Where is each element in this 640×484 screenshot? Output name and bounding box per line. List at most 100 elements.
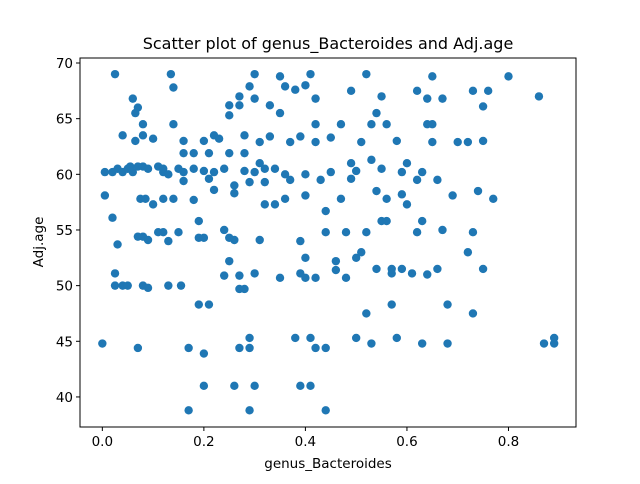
point (362, 309, 371, 318)
point (417, 339, 427, 348)
point (270, 200, 280, 209)
point (443, 300, 452, 309)
point (549, 339, 559, 348)
point (351, 166, 361, 176)
point (255, 158, 264, 168)
point (311, 137, 320, 147)
point (235, 101, 244, 110)
x-tick-label: 0.8 (498, 434, 519, 450)
point (199, 381, 209, 391)
chart-title: Scatter plot of genus_Bacteroides and Ad… (143, 34, 514, 54)
point (306, 69, 315, 79)
point (255, 235, 264, 245)
point (164, 236, 173, 246)
point (311, 94, 320, 103)
point (280, 82, 290, 91)
point (483, 86, 493, 96)
point (159, 194, 168, 204)
point (225, 111, 234, 120)
point (534, 92, 544, 101)
point (265, 132, 275, 141)
point (478, 102, 488, 111)
point (321, 206, 330, 216)
y-tick-label: 70 (56, 56, 73, 72)
point (148, 134, 158, 143)
point (199, 136, 209, 146)
point (372, 108, 381, 118)
point (143, 164, 153, 173)
x-axis-label: genus_Bacteroides (264, 456, 392, 472)
point (423, 120, 432, 129)
point (539, 339, 549, 348)
point (397, 190, 407, 199)
point (199, 166, 209, 176)
point (285, 175, 295, 185)
point (331, 265, 341, 275)
point (275, 72, 285, 81)
point (397, 167, 407, 177)
point (110, 69, 120, 79)
point (468, 309, 478, 318)
point (250, 94, 259, 103)
point (230, 235, 239, 245)
point (225, 101, 234, 110)
point (204, 174, 214, 183)
point (326, 167, 335, 177)
plot-area (98, 69, 559, 415)
point (468, 228, 478, 237)
y-tick-label: 60 (56, 167, 73, 183)
point (245, 343, 254, 353)
point (214, 134, 224, 143)
point (265, 101, 275, 110)
point (336, 120, 346, 129)
y-tick-label: 65 (56, 112, 73, 128)
point (367, 155, 376, 165)
point (372, 264, 381, 274)
point (463, 248, 473, 257)
point (306, 333, 315, 343)
point (412, 86, 422, 96)
point (209, 185, 219, 195)
point (433, 175, 442, 185)
point (301, 170, 310, 179)
point (199, 233, 209, 242)
point (301, 191, 310, 200)
point (209, 167, 219, 177)
x-tick-label: 0.6 (396, 434, 417, 450)
point (255, 137, 264, 147)
point (260, 177, 269, 187)
point (311, 273, 320, 283)
y-tick-label: 50 (56, 279, 73, 295)
point (504, 72, 513, 81)
point (245, 177, 254, 187)
y-tick-label: 55 (56, 223, 73, 239)
point (194, 300, 203, 309)
point (100, 191, 110, 200)
point (199, 349, 209, 358)
point (138, 120, 148, 129)
point (133, 343, 143, 353)
point (260, 164, 269, 173)
point (346, 158, 356, 168)
point (321, 406, 330, 415)
point (184, 343, 193, 353)
point (423, 270, 432, 279)
point (392, 333, 401, 343)
point (296, 236, 305, 246)
point (138, 131, 148, 140)
point (438, 94, 447, 103)
point (417, 216, 427, 226)
point (131, 136, 140, 146)
point (341, 228, 351, 237)
point (235, 343, 244, 353)
point (110, 269, 120, 278)
point (301, 253, 310, 263)
point (250, 167, 259, 177)
point (382, 120, 391, 129)
point (280, 170, 290, 179)
point (478, 136, 488, 146)
point (463, 137, 473, 147)
point (362, 69, 371, 79)
point (428, 137, 437, 147)
